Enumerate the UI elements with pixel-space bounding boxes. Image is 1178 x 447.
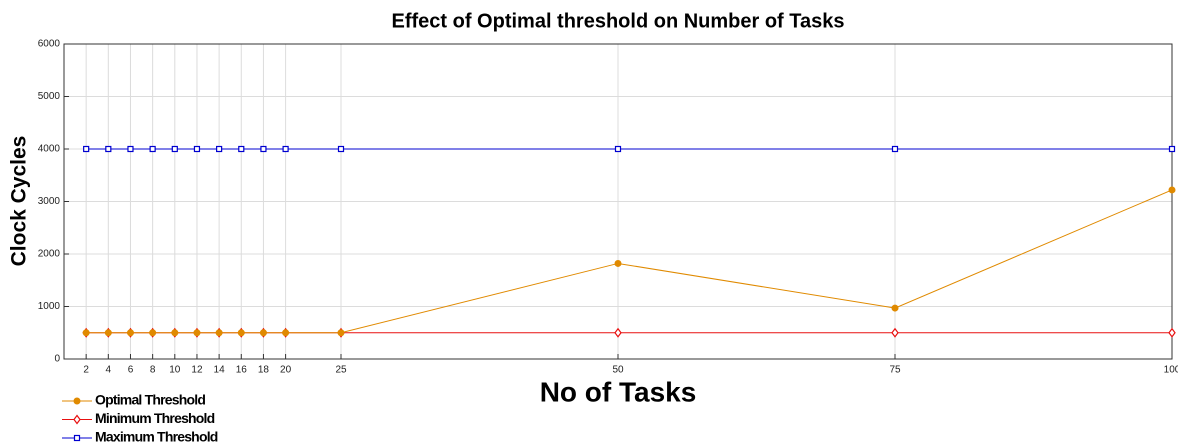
data-point: [105, 145, 112, 153]
x-tick-label: 10: [169, 365, 181, 376]
data-point: [1168, 145, 1176, 153]
data-point: [215, 329, 223, 337]
data-point: [1168, 327, 1176, 338]
y-tick-label: 2000: [38, 249, 61, 260]
data-point: [337, 329, 345, 337]
y-tick-label: 5000: [38, 91, 61, 102]
data-point: [127, 145, 134, 153]
data-point: [193, 329, 201, 337]
data-point: [282, 145, 289, 153]
data-point: [282, 329, 290, 337]
legend-label: Maximum Threshold: [95, 429, 218, 445]
x-tick-label: 100: [1164, 365, 1178, 376]
y-tick-label: 0: [54, 354, 60, 365]
x-tick-label: 50: [612, 365, 624, 376]
data-point: [891, 304, 899, 312]
plot-frame: [63, 43, 1173, 360]
legend-label: Optimal Threshold: [95, 392, 205, 408]
x-tick-label: 14: [214, 365, 226, 376]
data-point: [126, 329, 134, 337]
data-point: [193, 145, 201, 153]
data-point: [891, 327, 899, 338]
x-tick-label: 2: [83, 365, 89, 376]
data-point: [83, 145, 90, 153]
x-tick-label: 25: [335, 365, 347, 376]
legend-label: Minimum Threshold: [95, 410, 215, 426]
series-line: [86, 189, 1173, 334]
data-point: [238, 145, 245, 153]
data-point: [614, 259, 622, 267]
legend-marker: [73, 434, 81, 442]
data-point: [614, 327, 622, 338]
data-point: [171, 145, 178, 153]
y-tick-label: 3000: [38, 196, 61, 207]
x-tick-label: 6: [128, 365, 134, 376]
y-tick-label: 1000: [38, 301, 61, 312]
x-tick-label: 12: [191, 365, 203, 376]
data-point: [149, 145, 156, 153]
x-tick-label: 75: [889, 365, 901, 376]
x-axis-label: No of Tasks: [540, 376, 697, 407]
data-point: [171, 329, 179, 337]
chart-title: Effect of Optimal threshold on Number of…: [391, 10, 844, 32]
y-tick-label: 6000: [38, 39, 61, 50]
legend-marker: [73, 414, 81, 425]
x-tick-label: 18: [258, 365, 270, 376]
data-point: [1168, 186, 1176, 194]
data-point: [614, 145, 622, 153]
data-point: [337, 145, 345, 153]
data-point: [216, 145, 223, 153]
data-point: [259, 329, 267, 337]
x-tick-label: 20: [280, 365, 292, 376]
x-tick-label: 8: [150, 365, 156, 376]
data-point: [82, 329, 90, 337]
x-tick-label: 16: [236, 365, 248, 376]
data-point: [260, 145, 267, 153]
y-axis-label: Clock Cycles: [8, 136, 31, 267]
data-point: [104, 329, 112, 337]
data-point: [237, 329, 245, 337]
y-tick-label: 4000: [38, 144, 61, 155]
data-point: [891, 145, 899, 153]
data-point: [149, 329, 157, 337]
x-tick-label: 4: [106, 365, 112, 376]
legend-marker: [73, 397, 81, 405]
